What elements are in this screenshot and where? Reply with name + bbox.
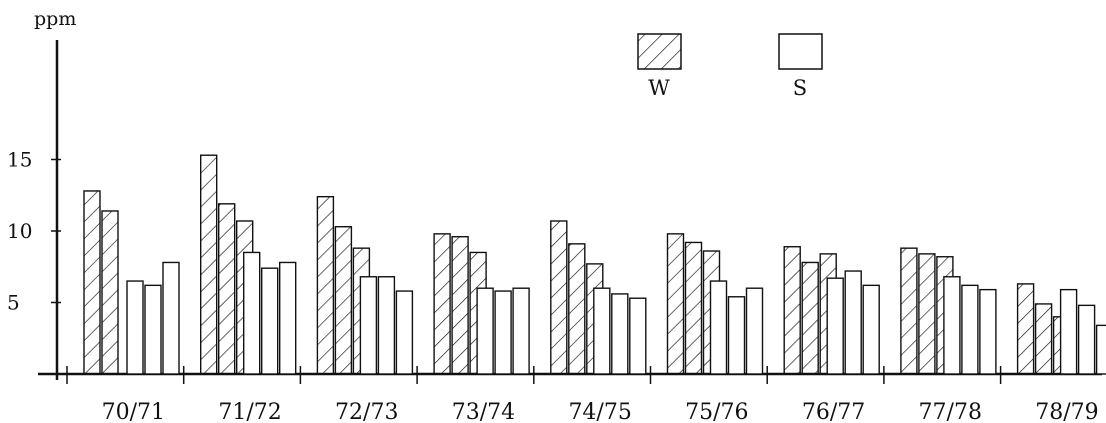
bar-s xyxy=(826,277,844,375)
bar-w xyxy=(101,210,119,375)
bar-s xyxy=(162,261,180,375)
bar-s xyxy=(377,276,396,375)
legend-label: S xyxy=(793,76,807,100)
bar-s xyxy=(1059,288,1078,375)
bar-w xyxy=(666,233,685,375)
legend-swatch xyxy=(637,33,682,70)
bar-w xyxy=(550,220,568,375)
y-axis-label: ppm xyxy=(34,8,76,30)
x-tick-label: 74/75 xyxy=(568,400,631,423)
bar-w xyxy=(217,203,236,375)
bar-w xyxy=(684,241,703,375)
bar-w xyxy=(199,154,218,375)
bar-s xyxy=(629,297,647,375)
bar-w xyxy=(918,253,936,375)
plot-area: 5 10 15 70/71 71/72 72/73 73/74 74/75 75/76 76/77… xyxy=(7,40,1106,423)
x-tick-label: 76/77 xyxy=(802,400,865,423)
bar-w xyxy=(451,236,469,375)
bar-w xyxy=(568,243,586,375)
bar-s xyxy=(476,287,494,375)
x-tick-label: 73/74 xyxy=(452,400,515,423)
bar-s xyxy=(494,290,512,375)
x-tick-label: 78/79 xyxy=(1035,400,1098,423)
bar-w xyxy=(433,233,451,375)
bar-s xyxy=(593,287,611,375)
bar-s xyxy=(359,276,378,375)
bar-s xyxy=(261,267,279,375)
x-tick-label: 75/76 xyxy=(685,400,748,423)
bar-s xyxy=(126,280,144,375)
x-tick-label: 71/72 xyxy=(218,400,281,423)
x-tick-label: 77/78 xyxy=(919,400,982,423)
bar-s xyxy=(943,276,961,375)
bar-s xyxy=(961,284,979,375)
bar-s xyxy=(727,296,746,375)
bar-w xyxy=(783,246,801,375)
bar-s xyxy=(745,287,764,375)
x-tick-label: 72/73 xyxy=(335,400,398,423)
bar-w xyxy=(900,247,918,375)
bar-s xyxy=(844,270,862,375)
bar-s xyxy=(144,284,162,375)
bar-s xyxy=(862,284,880,375)
bar-s xyxy=(979,288,997,375)
legend-label: W xyxy=(648,76,670,100)
bar-s xyxy=(512,287,530,375)
y-tick-label: 15 xyxy=(7,148,32,172)
y-tick-label: 5 xyxy=(7,291,20,315)
bar-s xyxy=(395,290,414,375)
x-tick-label: 70/71 xyxy=(102,400,165,423)
bar-w xyxy=(83,190,101,375)
bar-s xyxy=(279,261,297,375)
bar-s xyxy=(611,293,629,375)
bar-w xyxy=(334,226,353,375)
bar-s xyxy=(242,251,261,375)
bar-w xyxy=(316,195,335,375)
legend-swatch xyxy=(778,33,823,70)
bar-s xyxy=(709,280,728,375)
bar-s xyxy=(1077,304,1096,375)
bar-w xyxy=(1016,283,1035,375)
bar-w xyxy=(1034,303,1053,375)
y-tick-label: 10 xyxy=(7,219,32,243)
bar-s xyxy=(1095,324,1106,375)
bar-w xyxy=(801,261,819,375)
